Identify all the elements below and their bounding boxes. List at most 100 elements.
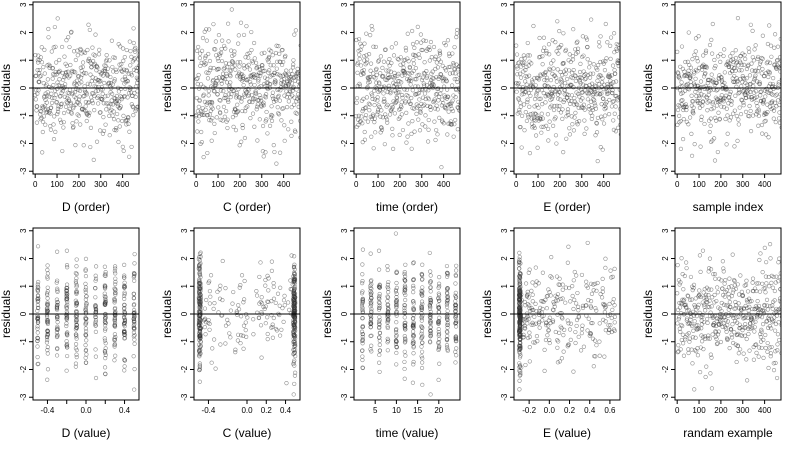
data-point	[675, 107, 681, 113]
data-point	[696, 34, 701, 39]
y-tick-label: 2	[340, 30, 349, 35]
data-point	[403, 339, 408, 344]
data-point	[582, 131, 587, 136]
data-point	[419, 365, 425, 371]
data-point	[113, 266, 118, 271]
data-point	[217, 296, 223, 301]
data-point	[88, 60, 93, 66]
data-point	[385, 285, 390, 290]
data-point	[689, 93, 694, 98]
data-point	[419, 349, 425, 354]
data-point	[747, 73, 753, 78]
data-point	[683, 305, 689, 310]
data-point	[591, 288, 596, 293]
data-point	[360, 354, 365, 359]
data-point	[411, 334, 416, 339]
data-point	[573, 74, 578, 79]
data-point	[756, 123, 761, 128]
data-point	[73, 332, 79, 337]
data-point	[51, 136, 57, 142]
data-point	[584, 37, 590, 42]
data-point	[376, 300, 382, 305]
data-point	[419, 77, 425, 82]
data-point	[359, 44, 364, 49]
data-point	[571, 27, 576, 32]
data-point	[532, 125, 537, 131]
data-point	[122, 275, 127, 280]
data-point	[363, 105, 368, 110]
data-point	[356, 113, 361, 118]
data-point	[64, 293, 69, 298]
data-point	[86, 100, 91, 105]
data-point	[747, 348, 752, 353]
data-point	[680, 271, 685, 277]
data-point	[759, 122, 765, 128]
data-point	[36, 279, 41, 285]
data-point	[83, 348, 88, 353]
data-point	[565, 260, 570, 265]
data-point	[444, 79, 449, 84]
data-point	[733, 93, 738, 98]
data-point	[519, 298, 524, 303]
data-point	[517, 387, 522, 392]
data-point	[594, 121, 599, 126]
data-point	[367, 102, 373, 107]
data-point	[125, 79, 130, 84]
data-point	[517, 266, 522, 271]
data-point	[197, 56, 202, 61]
data-point	[596, 63, 601, 68]
data-point	[369, 134, 374, 139]
data-point	[68, 100, 73, 105]
y-tick-label: -3	[500, 167, 509, 175]
data-point	[458, 109, 460, 114]
data-point	[284, 381, 289, 386]
data-point	[198, 291, 203, 297]
data-point	[243, 328, 248, 333]
data-point	[517, 305, 523, 310]
data-point	[527, 306, 532, 311]
data-point	[298, 75, 300, 80]
data-point	[713, 330, 718, 335]
data-point	[428, 289, 433, 294]
data-point	[85, 47, 90, 53]
y-axis-title: residuals	[480, 64, 494, 112]
data-point	[214, 75, 219, 81]
data-point	[125, 95, 130, 100]
data-point	[411, 307, 416, 312]
data-point	[402, 366, 407, 372]
data-point	[253, 96, 258, 102]
data-point	[136, 66, 139, 71]
data-point	[74, 322, 79, 328]
data-point	[419, 299, 425, 304]
data-point	[542, 368, 547, 374]
data-point	[576, 91, 581, 97]
data-point	[125, 117, 130, 122]
data-point	[680, 136, 686, 142]
data-point	[290, 65, 296, 70]
data-point	[549, 255, 554, 260]
y-tick-label: -1	[340, 112, 349, 120]
data-point	[70, 90, 75, 95]
data-point	[445, 320, 450, 326]
data-point	[243, 55, 248, 60]
data-point	[275, 105, 280, 110]
data-point	[206, 318, 211, 323]
data-point	[516, 329, 522, 334]
data-point	[277, 312, 282, 318]
data-point	[402, 286, 407, 291]
data-point	[210, 106, 215, 111]
data-point	[557, 359, 562, 364]
x-tick-label: 200	[714, 406, 728, 415]
y-axis-title: residuals	[641, 64, 655, 112]
data-point	[738, 111, 744, 117]
data-point	[101, 128, 107, 134]
data-point	[101, 73, 106, 78]
data-point	[131, 296, 137, 301]
data-point	[682, 69, 687, 74]
data-point	[60, 148, 65, 154]
data-point	[298, 118, 300, 123]
data-point	[562, 88, 568, 93]
x-tick-label: 0.6	[604, 406, 616, 415]
data-point	[197, 281, 202, 286]
